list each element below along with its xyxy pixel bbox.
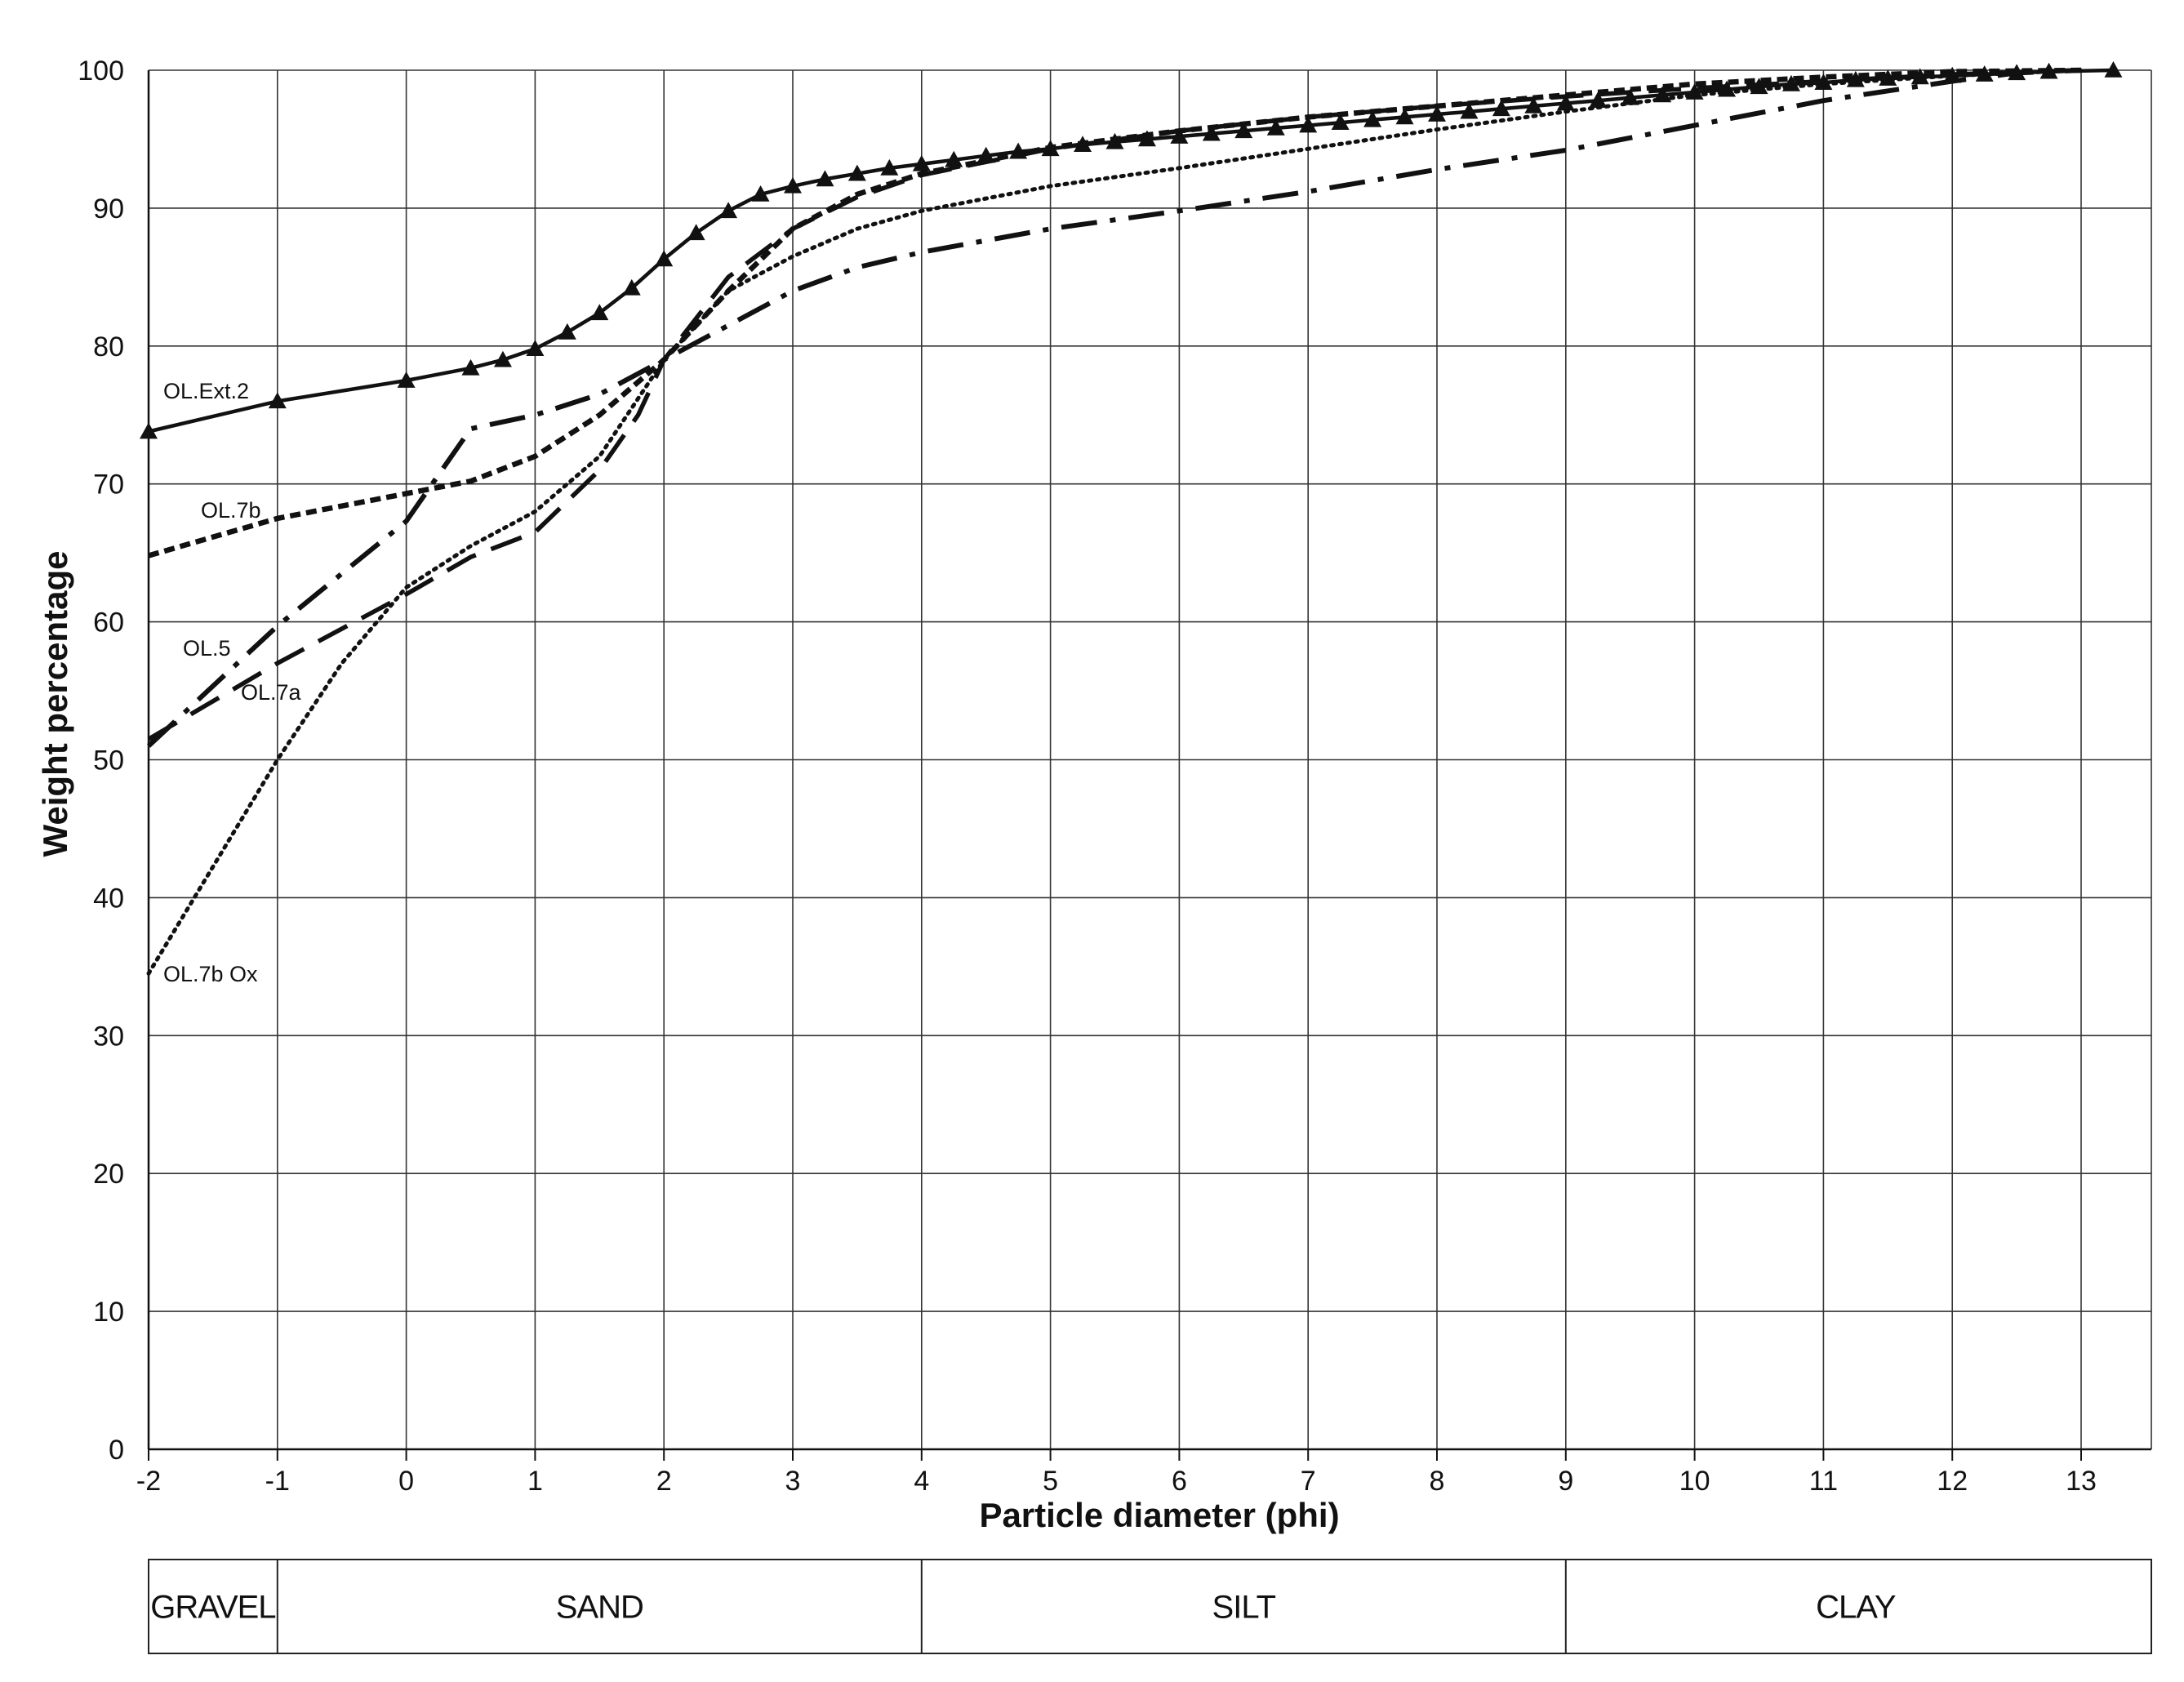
series-line-ol-5 (146, 68, 2082, 748)
series-line-ol-7a (147, 68, 2082, 741)
x-tick-label: 12 (1937, 1466, 1968, 1497)
x-tick-label: 0 (398, 1466, 414, 1497)
data-point-marker (1428, 105, 1446, 122)
x-tick-label: -2 (136, 1466, 161, 1497)
series-label: OL.7a (241, 680, 302, 705)
data-point-marker (687, 224, 705, 241)
y-tick-label: 60 (93, 607, 124, 639)
data-point-marker (945, 150, 963, 167)
x-tick-label: 7 (1301, 1466, 1316, 1497)
y-tick-label: 80 (93, 332, 124, 363)
y-axis-title: Weight percentage (36, 551, 74, 857)
data-point-marker (1331, 113, 1350, 130)
x-tick-label: 2 (656, 1466, 672, 1497)
series-labels: OL.Ext.2 OL.7b OL.5 OL.7a OL.7b Ox (163, 379, 302, 986)
data-point-marker (1170, 127, 1189, 144)
y-tick-label: 70 (93, 469, 124, 501)
size-class-label: SAND (556, 1590, 643, 1626)
series-line-ol-7b-ox (146, 68, 2084, 976)
data-point-marker (1234, 122, 1253, 139)
data-point-marker (751, 185, 770, 202)
data-point-marker (847, 164, 866, 181)
data-point-marker (1202, 124, 1221, 141)
x-tick-label: 4 (914, 1466, 929, 1497)
y-tick-label: 50 (93, 745, 124, 776)
data-point-marker (1266, 118, 1285, 136)
data-point-marker (1556, 94, 1575, 111)
data-point-marker (1589, 91, 1608, 108)
size-class-label: CLAY (1816, 1590, 1896, 1626)
x-tick-label: 9 (1558, 1466, 1573, 1497)
data-point-marker (912, 154, 931, 171)
y-tick-label: 30 (93, 1021, 124, 1052)
series-line-ol-ext-2 (148, 68, 2114, 434)
data-point-marker (140, 422, 158, 439)
size-class-band: GRAVEL SAND SILT CLAY (148, 1559, 2152, 1654)
x-tick-label: 10 (1679, 1466, 1710, 1497)
size-class-label: GRAVEL (150, 1590, 275, 1626)
data-point-marker (1363, 110, 1382, 127)
size-class-label: SILT (1212, 1590, 1276, 1626)
x-tick-label: 3 (785, 1466, 801, 1497)
series-label: OL.Ext.2 (163, 379, 249, 403)
y-tick-label: 0 (109, 1435, 124, 1466)
data-point-marker (1621, 88, 1639, 105)
data-point-marker (1524, 96, 1543, 113)
data-point-marker (526, 340, 545, 356)
data-point-marker (655, 250, 674, 267)
x-axis-title: Particle diameter (phi) (979, 1496, 1339, 1534)
data-point-marker (1137, 130, 1156, 147)
y-tick-label: 10 (93, 1297, 124, 1328)
data-point-marker (816, 170, 834, 187)
series-label: OL.5 (183, 636, 231, 661)
series-label: OL.7b (201, 498, 261, 523)
data-point-marker (397, 372, 416, 388)
size-class-frame (148, 1559, 2152, 1654)
data-point-marker (2104, 61, 2123, 78)
data-point-marker (1492, 100, 1510, 117)
y-tick-label: 20 (93, 1159, 124, 1190)
grid (148, 69, 2152, 1450)
y-tick-label: 100 (78, 56, 124, 87)
data-point-marker (1299, 116, 1318, 133)
y-tick-label: 40 (93, 883, 124, 914)
x-tick-label: 6 (1172, 1466, 1187, 1497)
x-tick-label: 13 (2066, 1466, 2097, 1497)
x-tick-label: 8 (1430, 1466, 1445, 1497)
x-tick-label: 1 (527, 1466, 543, 1497)
data-point-marker (461, 358, 480, 376)
data-point-marker (1460, 102, 1479, 119)
data-point-marker (1395, 108, 1414, 125)
series-label: OL.7b Ox (163, 962, 258, 986)
data-point-marker (880, 158, 899, 176)
data-point-marker (719, 202, 738, 219)
x-tick-label: 5 (1043, 1466, 1058, 1497)
x-tick-label: 11 (1809, 1466, 1838, 1497)
y-tick-label: 90 (93, 194, 124, 225)
data-point-marker (493, 350, 512, 367)
data-point-marker (622, 278, 641, 296)
data-point-marker (590, 304, 609, 321)
series-group (140, 61, 2123, 976)
data-point-marker (268, 392, 287, 409)
x-tick-label: -1 (265, 1466, 290, 1497)
data-point-marker (784, 176, 802, 194)
data-point-marker (558, 323, 576, 340)
